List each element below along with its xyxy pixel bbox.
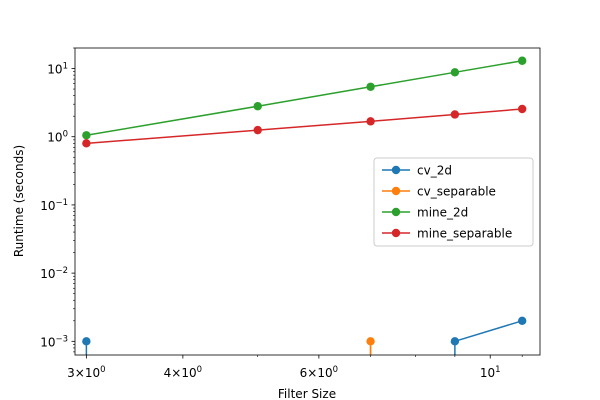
y-axis-label: Runtime (seconds) bbox=[12, 145, 26, 257]
data-point-mine_separable bbox=[253, 125, 262, 135]
series-line-mine_separable bbox=[370, 113, 455, 123]
series-line-mine_separable bbox=[454, 108, 523, 116]
y-tick-label: 101 bbox=[47, 62, 68, 77]
legend-label-mine_2d: mine_2d bbox=[417, 206, 468, 220]
legend-swatch-marker bbox=[391, 207, 401, 217]
series-line-mine_2d bbox=[86, 105, 258, 137]
series-line-mine_2d bbox=[370, 71, 456, 88]
x-tick-label: 4×100 bbox=[164, 365, 202, 380]
series-line-mine_2d bbox=[454, 60, 523, 74]
y-tick-label: 100 bbox=[47, 130, 68, 145]
x-tick-label: 101 bbox=[480, 365, 501, 380]
data-point-mine_separable bbox=[366, 117, 375, 126]
data-point-mine_separable bbox=[517, 104, 527, 114]
legend-swatch-marker bbox=[391, 186, 401, 196]
data-point-mine_2d bbox=[82, 131, 91, 140]
legend: cv_2d cv_separable mine_2d mine_separable bbox=[373, 157, 534, 247]
y-tick-label: 10−2 bbox=[40, 266, 68, 281]
legend-label-cv_2d: cv_2d bbox=[417, 164, 452, 178]
series-line-mine_2d bbox=[257, 86, 371, 107]
y-tick-label: 10−1 bbox=[40, 198, 68, 213]
x-tick-label: 6×100 bbox=[300, 365, 338, 380]
plot-area bbox=[82, 56, 527, 355]
data-point-cv_2d bbox=[450, 337, 460, 346]
legend-label-mine_separable: mine_separable bbox=[417, 227, 512, 241]
x-axis-label: Filter Size bbox=[278, 387, 336, 400]
x-tick-label: 3×100 bbox=[67, 365, 105, 380]
data-point-mine_2d bbox=[366, 82, 375, 91]
series-group bbox=[82, 56, 527, 355]
data-point-cv_separable bbox=[366, 337, 375, 346]
legend-label-cv_separable: cv_separable bbox=[417, 185, 496, 199]
series-line-mine_separable bbox=[86, 129, 258, 145]
data-point-mine_separable bbox=[450, 110, 460, 119]
legend-box bbox=[373, 157, 534, 247]
legend-swatch-marker bbox=[391, 165, 401, 175]
plot-frame bbox=[74, 47, 541, 356]
legend-swatch-marker bbox=[391, 228, 401, 238]
data-point-mine_2d bbox=[517, 56, 527, 65]
data-point-mine_separable bbox=[82, 139, 91, 148]
axis-ticks: 3×100 4×100 6×100 101 10−3 10−2 10−1 100 101 bbox=[40, 47, 523, 380]
data-point-cv_2d bbox=[82, 337, 91, 346]
data-point-mine_2d bbox=[253, 102, 262, 111]
series-line-cv_2d bbox=[454, 320, 523, 343]
data-point-cv_2d bbox=[517, 316, 527, 325]
series-line-mine_separable bbox=[257, 120, 371, 131]
y-tick-label: 10−3 bbox=[40, 334, 68, 349]
data-point-mine_2d bbox=[450, 68, 460, 77]
